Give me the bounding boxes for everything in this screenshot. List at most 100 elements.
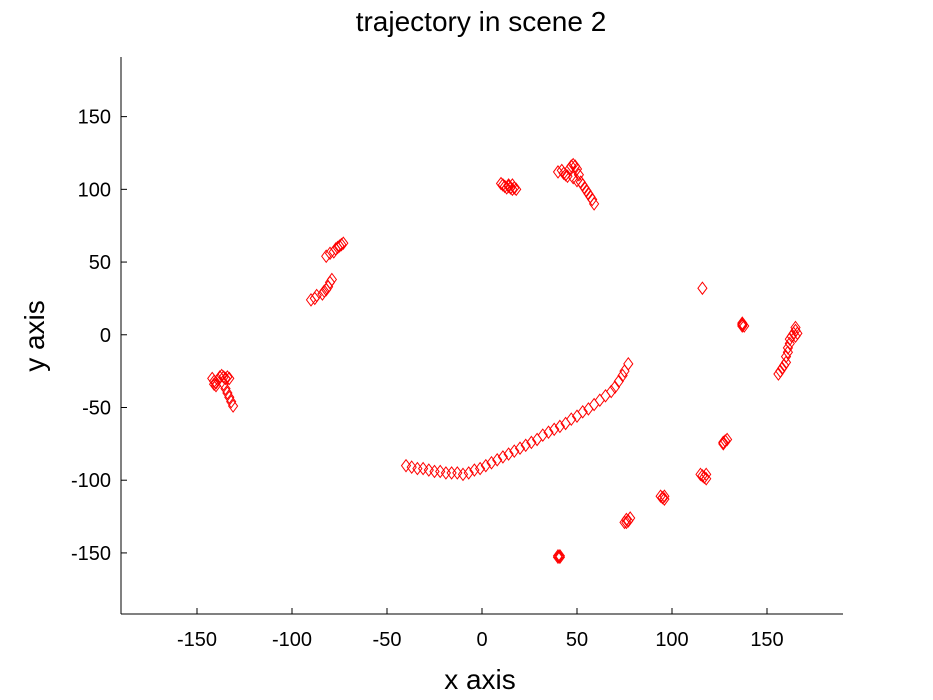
data-point: [400, 458, 412, 473]
data-point: [463, 466, 474, 480]
data-point: [457, 467, 469, 482]
data-point: [480, 458, 491, 473]
data-point: [520, 438, 531, 453]
data-point: [739, 319, 750, 333]
data-point: [659, 492, 670, 506]
data-point: [501, 181, 512, 195]
data-point: [782, 341, 794, 355]
data-point: [659, 489, 670, 504]
data-point: [564, 162, 575, 176]
data-point: [334, 239, 345, 253]
data-point: [554, 548, 566, 563]
data-point: [336, 237, 347, 252]
data-point: [210, 378, 222, 393]
data-point: [697, 281, 708, 296]
data-point: [469, 463, 480, 477]
data-point: [552, 165, 564, 179]
data-point: [406, 460, 417, 474]
x-tick-label: -100: [272, 629, 312, 651]
data-point: [543, 425, 554, 440]
data-point: [777, 361, 788, 376]
data-point: [220, 371, 231, 386]
y-tick-label: 0: [100, 325, 111, 347]
data-point: [210, 375, 222, 390]
data-point: [514, 441, 526, 456]
data-point: [588, 197, 600, 211]
data-point: [587, 192, 598, 207]
y-tick-label: 150: [78, 107, 111, 129]
data-point: [317, 287, 328, 301]
data-point: [718, 435, 729, 450]
data-point: [222, 386, 233, 400]
data-point: [609, 380, 621, 394]
data-point: [319, 284, 330, 298]
data-point: [790, 320, 801, 335]
data-point: [226, 394, 237, 409]
data-point: [566, 159, 577, 173]
data-point: [446, 466, 457, 480]
data-point: [594, 393, 605, 408]
data-point: [554, 550, 566, 565]
data-point: [423, 463, 434, 477]
data-point: [613, 374, 624, 389]
data-point: [452, 466, 463, 480]
data-point: [338, 236, 349, 250]
data-point: [417, 461, 429, 476]
y-tick-label: -100: [71, 470, 111, 492]
data-point: [311, 288, 322, 303]
data-point: [435, 464, 446, 479]
data-point: [784, 332, 795, 346]
x-tick-label: 150: [750, 629, 783, 651]
data-point: [701, 471, 712, 486]
data-point: [773, 367, 784, 381]
data-point: [617, 368, 628, 383]
y-tick-label: -50: [82, 397, 111, 419]
data-point: [699, 470, 710, 485]
data-point: [623, 357, 634, 371]
data-point: [737, 317, 748, 332]
data-point: [224, 371, 235, 386]
data-point: [566, 412, 577, 426]
data-point: [486, 455, 497, 470]
data-point: [321, 249, 332, 264]
data-point: [657, 490, 668, 505]
data-point: [737, 319, 748, 333]
data-points: [207, 157, 803, 565]
data-point: [786, 329, 797, 344]
y-tick-label: -150: [71, 543, 111, 565]
data-point: [208, 377, 220, 392]
data-point: [326, 272, 338, 287]
data-point: [218, 370, 229, 384]
data-point: [600, 389, 611, 403]
data-point: [509, 444, 520, 458]
data-point: [218, 377, 229, 392]
data-point: [497, 450, 509, 464]
data-point: [227, 399, 239, 413]
data-point: [573, 167, 585, 182]
data-point: [309, 291, 320, 306]
x-tick-label: 100: [655, 629, 688, 651]
data-point: [511, 182, 522, 197]
y-axis-title: y axis: [19, 300, 50, 372]
data-point: [775, 364, 786, 378]
data-point: [505, 181, 516, 195]
data-point: [701, 467, 712, 482]
y-tick-label: 100: [78, 179, 111, 201]
chart-title: trajectory in scene 2: [356, 6, 607, 37]
data-point: [621, 515, 632, 530]
x-tick-label: 50: [566, 629, 588, 651]
x-tick-label: -50: [373, 629, 402, 651]
y-tick-label: 50: [89, 252, 111, 274]
data-point: [324, 275, 336, 290]
data-point: [780, 349, 792, 364]
data-point: [790, 329, 801, 344]
data-point: [537, 428, 548, 442]
data-point: [560, 167, 571, 182]
data-point: [328, 245, 339, 259]
data-point: [554, 419, 566, 434]
data-point: [474, 461, 486, 476]
x-ticks: -150 -100 -50 0 50 100 150: [177, 608, 784, 651]
data-point: [509, 181, 520, 195]
x-axis-title: x axis: [444, 664, 516, 695]
